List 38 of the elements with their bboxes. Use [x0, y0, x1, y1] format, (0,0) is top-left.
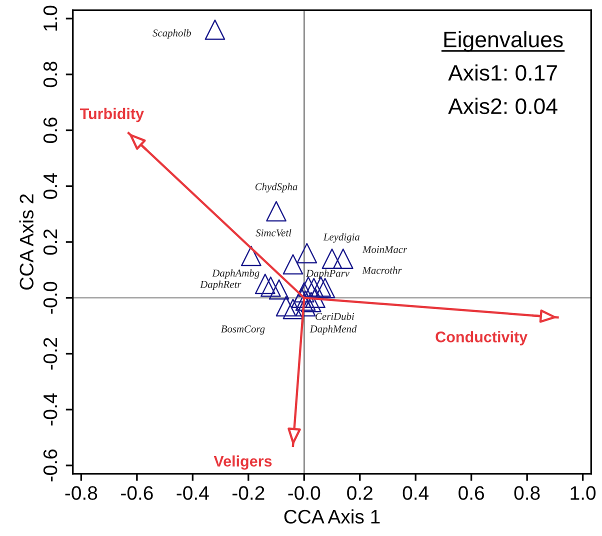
- x-axis-title: CCA Axis 1: [284, 509, 380, 524]
- x-tick-label: 0.6: [458, 486, 484, 500]
- annotation: DaphAmbg: [212, 269, 260, 279]
- annotation: Macrothr: [362, 266, 402, 274]
- x-tick-label: 0.8: [514, 486, 540, 500]
- y-tick-label: -0.2: [43, 338, 58, 370]
- x-tick-label: -0.8: [65, 486, 98, 500]
- x-tick-label: 1.0: [570, 486, 596, 500]
- x-tick-label: -0.0: [288, 486, 320, 500]
- y-tick-label: 0.6: [43, 118, 58, 144]
- y-tick-label: 0.4: [43, 173, 58, 199]
- annotation: MoinMacr: [362, 246, 408, 254]
- x-tick-label: -0.6: [121, 486, 153, 500]
- y-axis-title: CCA Axis 2: [19, 194, 34, 290]
- annotation: Axis1: 0.17: [448, 64, 557, 81]
- annotation: DaphRetr: [200, 280, 242, 290]
- y-tick-label: -0.4: [43, 393, 58, 426]
- y-tick-label: 0.8: [43, 62, 58, 88]
- y-tick-label: 1.0: [43, 6, 58, 31]
- series-label: Turbidity: [80, 108, 144, 122]
- annotation: Leydigia: [323, 233, 360, 243]
- x-tick-label: 0.2: [347, 486, 372, 500]
- annotation: Scapholb: [152, 29, 191, 39]
- series-label: Veligers: [214, 455, 272, 470]
- annotation: SimcVetl: [256, 229, 292, 236]
- annotation: Axis2: 0.04: [448, 98, 558, 114]
- x-tick-label: 0.4: [402, 486, 429, 500]
- annotation: BosmCorg: [220, 325, 265, 335]
- annotation: Eigenvalues: [444, 31, 563, 52]
- series-label: Conductivity: [436, 331, 528, 346]
- annotation: ChydSpha: [255, 182, 298, 192]
- x-tick-label: -0.2: [232, 486, 264, 500]
- annotation: DaphParv: [306, 269, 350, 279]
- y-tick-label: 0.2: [43, 229, 58, 255]
- y-tick-label: -0.0: [43, 282, 58, 314]
- annotation: CeriDubi: [316, 312, 354, 320]
- annotation: DaphMend: [310, 325, 357, 335]
- x-tick-label: -0.4: [176, 486, 209, 500]
